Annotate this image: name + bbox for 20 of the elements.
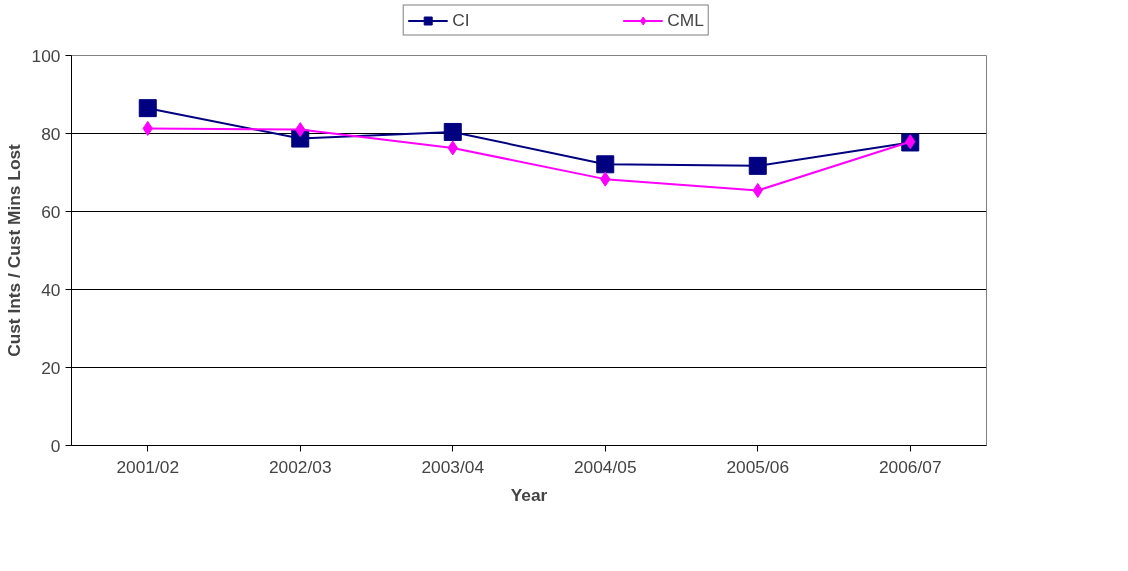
- x-tick-label: 2005/06: [726, 456, 790, 477]
- y-tick-label: 0: [50, 435, 61, 456]
- point: [138, 99, 157, 118]
- point: [443, 122, 462, 141]
- y-axis-title: Cust Ints / Cust Mins Lost: [3, 143, 24, 357]
- legend-label: CML: [667, 9, 704, 31]
- point: [748, 156, 767, 175]
- legend-label: CI: [452, 9, 471, 31]
- x-tick-label: 2001/02: [116, 456, 180, 477]
- x-tick-label: 2002/03: [268, 456, 332, 477]
- point: [596, 155, 615, 174]
- y-tick-label: 100: [31, 45, 61, 66]
- x-tick-label: 2006/07: [878, 456, 942, 477]
- y-tick-label: 20: [41, 357, 61, 378]
- x-axis-title: Year: [510, 484, 548, 505]
- y-tick-label: 40: [41, 279, 61, 300]
- y-tick-label: 60: [41, 201, 61, 222]
- y-tick-label: 80: [41, 123, 61, 144]
- x-tick-label: 2003/04: [421, 456, 485, 477]
- x-tick-label: 2004/05: [573, 456, 637, 477]
